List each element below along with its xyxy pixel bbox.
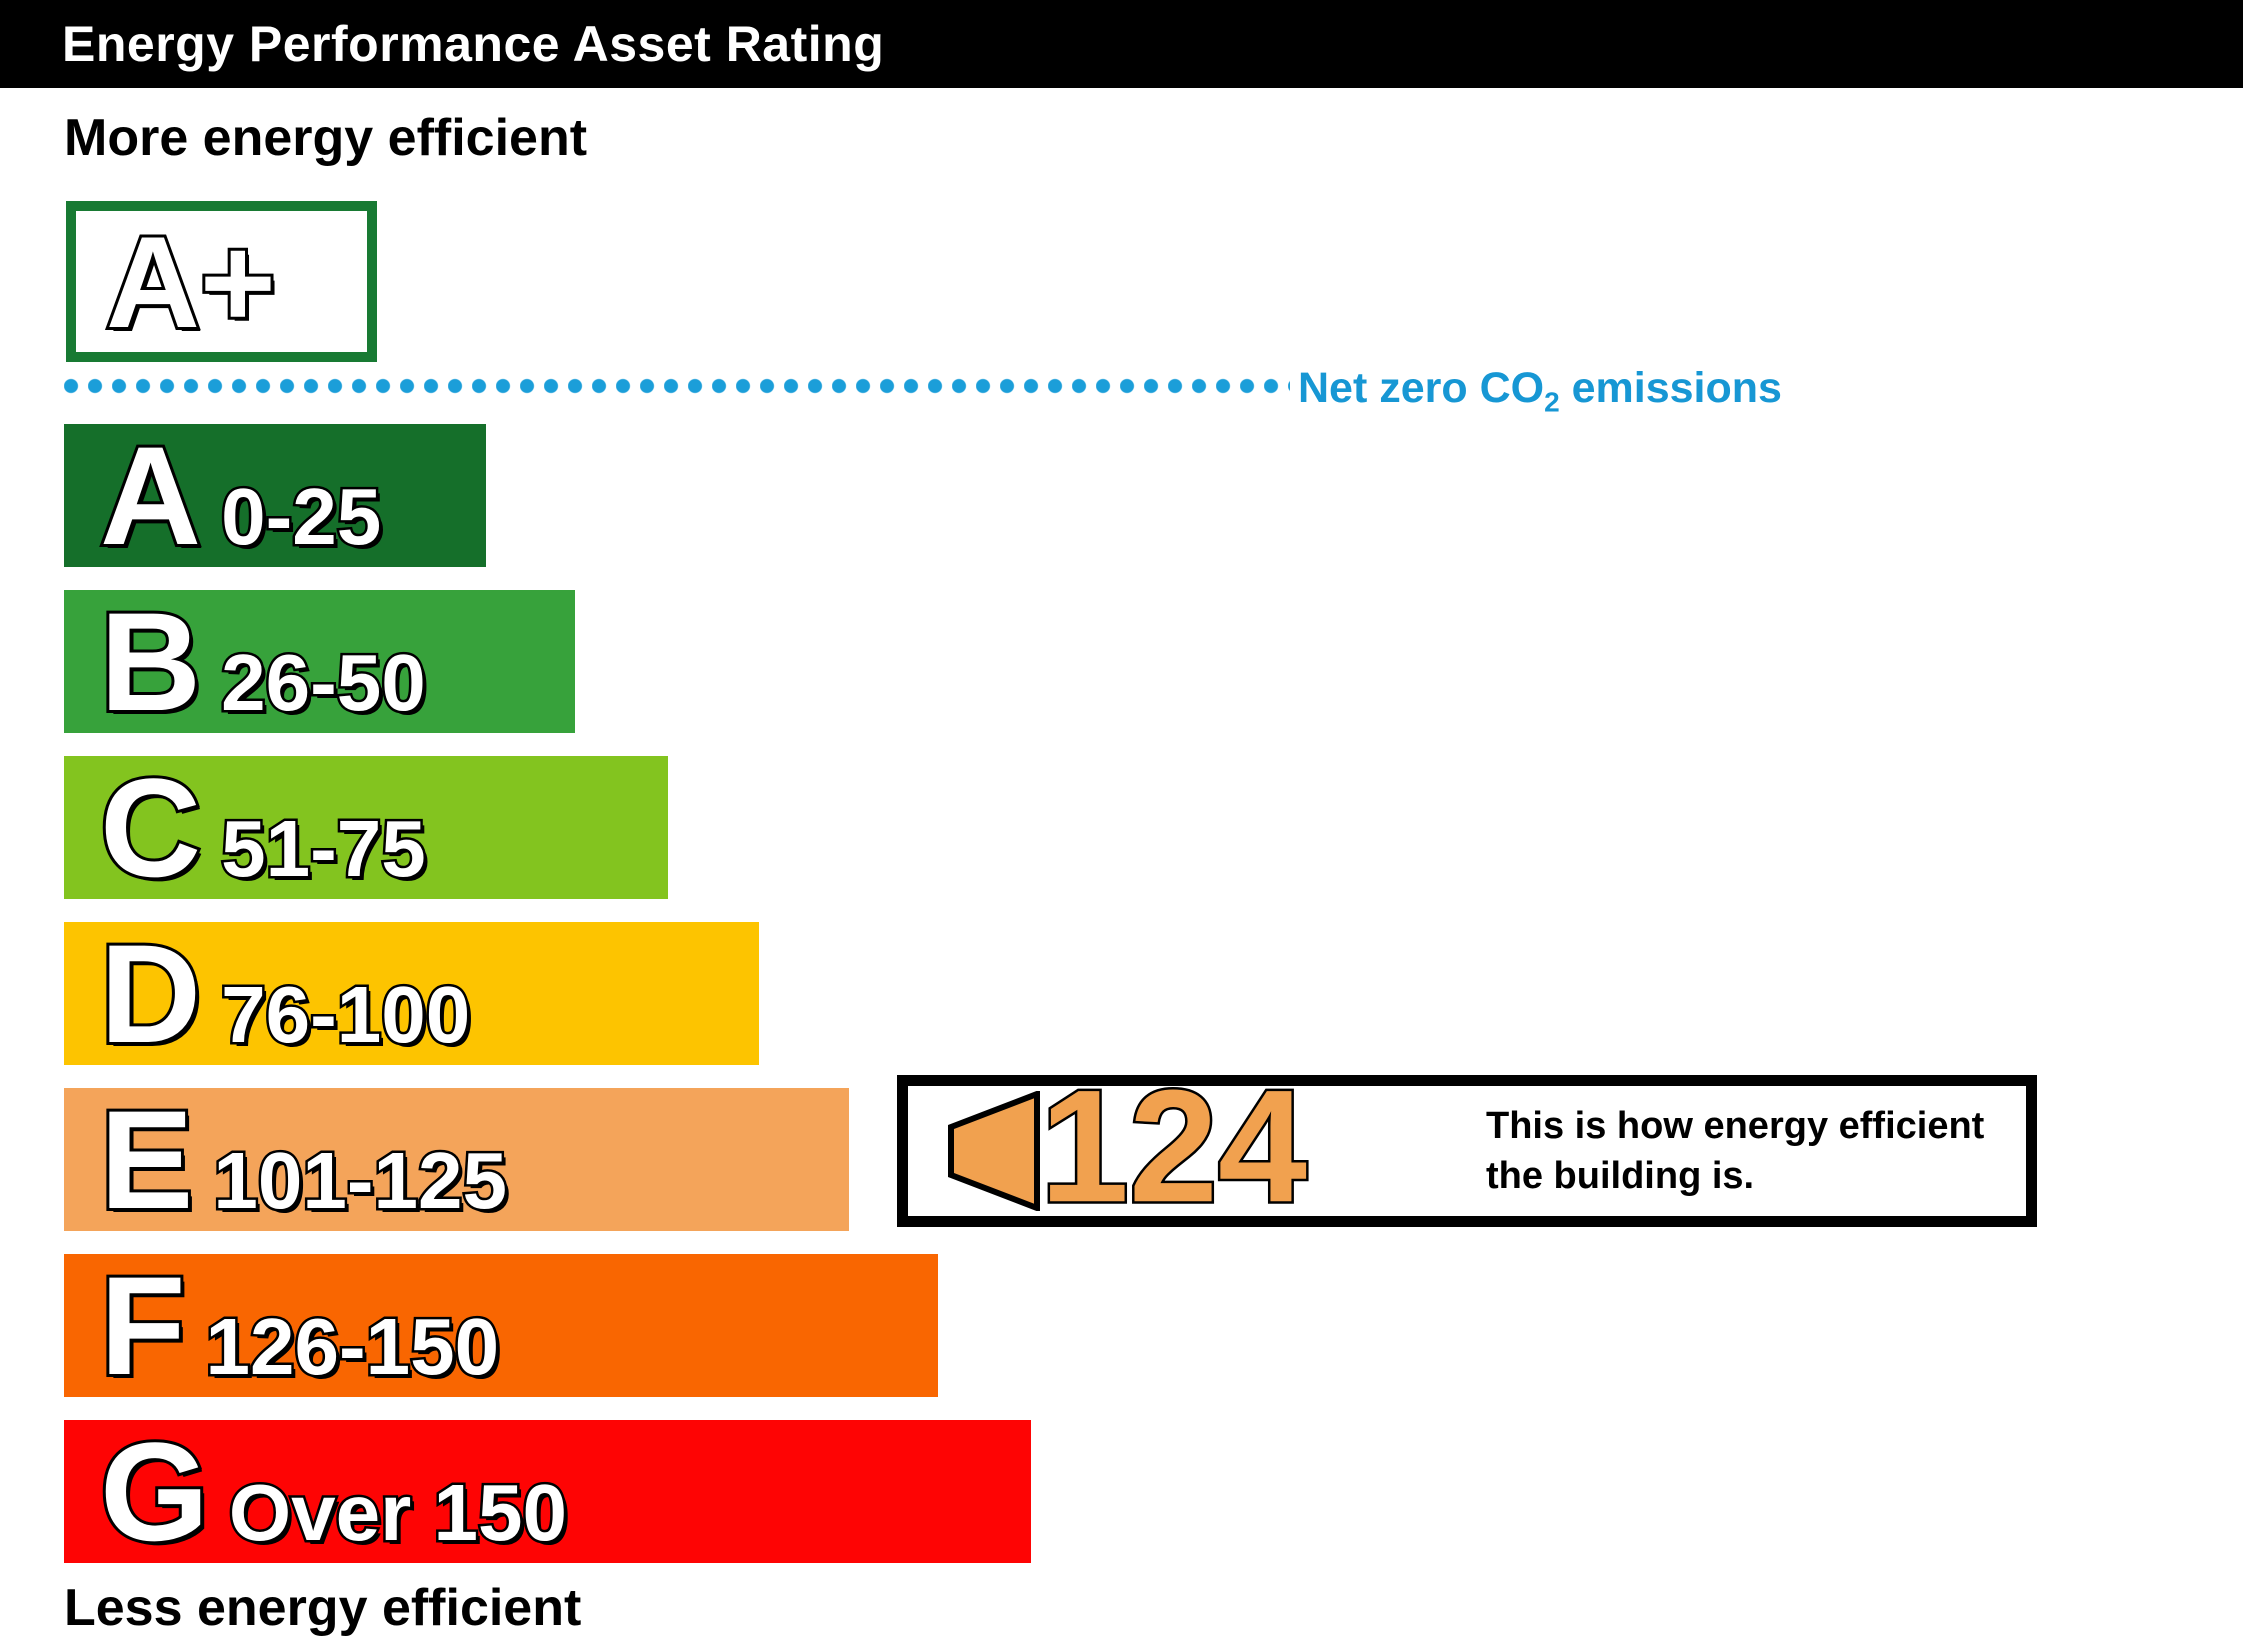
page-title: Energy Performance Asset Rating bbox=[62, 16, 885, 72]
band-letter: C bbox=[97, 748, 204, 906]
band-f: F 126-150 bbox=[64, 1246, 938, 1404]
band-range: 101-125 bbox=[211, 1136, 510, 1225]
current-rating-box: 124 This is how energy efficient the bui… bbox=[897, 1063, 2037, 1228]
a-plus-label: A+ bbox=[103, 208, 279, 355]
header-bar: Energy Performance Asset Rating bbox=[0, 0, 2243, 88]
band-letter: G bbox=[97, 1412, 212, 1570]
band-range: 0-25 bbox=[219, 472, 384, 561]
current-rating-value: 124 bbox=[1038, 1056, 1310, 1236]
left-arrow-icon bbox=[948, 1091, 1040, 1211]
band-b: B 26-50 bbox=[64, 582, 575, 740]
band-d: D 76-100 bbox=[64, 914, 759, 1072]
rating-caption: This is how energy efficient the buildin… bbox=[1486, 1101, 1984, 1201]
a-plus-band: A+ bbox=[66, 201, 377, 362]
net-zero-text: Net zero CO bbox=[1298, 364, 1545, 412]
band-letter: F bbox=[97, 1246, 188, 1404]
band-g: G Over 150 bbox=[64, 1412, 1031, 1570]
band-range: 26-50 bbox=[219, 638, 429, 727]
band-e: E 101-125 bbox=[64, 1080, 849, 1238]
band-a: A 0-25 bbox=[64, 416, 486, 574]
net-zero-text-suffix: emissions bbox=[1559, 364, 1782, 412]
band-range: 76-100 bbox=[219, 970, 473, 1059]
net-zero-emissions-label: Net zero CO2 emissions bbox=[1298, 364, 1782, 419]
net-zero-dotted-line bbox=[64, 378, 1290, 394]
band-range: 51-75 bbox=[219, 804, 429, 893]
band-c: C 51-75 bbox=[64, 748, 668, 906]
band-letter: A bbox=[97, 416, 204, 574]
band-range: Over 150 bbox=[226, 1468, 569, 1557]
more-energy-efficient-label: More energy efficient bbox=[64, 109, 588, 167]
band-letter: E bbox=[97, 1080, 196, 1238]
band-letter: B bbox=[97, 582, 204, 740]
caption-line-1: This is how energy efficient bbox=[1486, 1104, 1985, 1147]
rating-bands: A 0-25 B 26-50 C 51-75 D 76-100 E 101-12… bbox=[64, 416, 1031, 1586]
less-energy-efficient-label: Less energy efficient bbox=[64, 1579, 582, 1637]
band-range: 126-150 bbox=[203, 1302, 502, 1391]
net-zero-subscript: 2 bbox=[1544, 386, 1560, 418]
caption-line-2: the building is. bbox=[1486, 1155, 1755, 1197]
band-letter: D bbox=[97, 914, 204, 1072]
